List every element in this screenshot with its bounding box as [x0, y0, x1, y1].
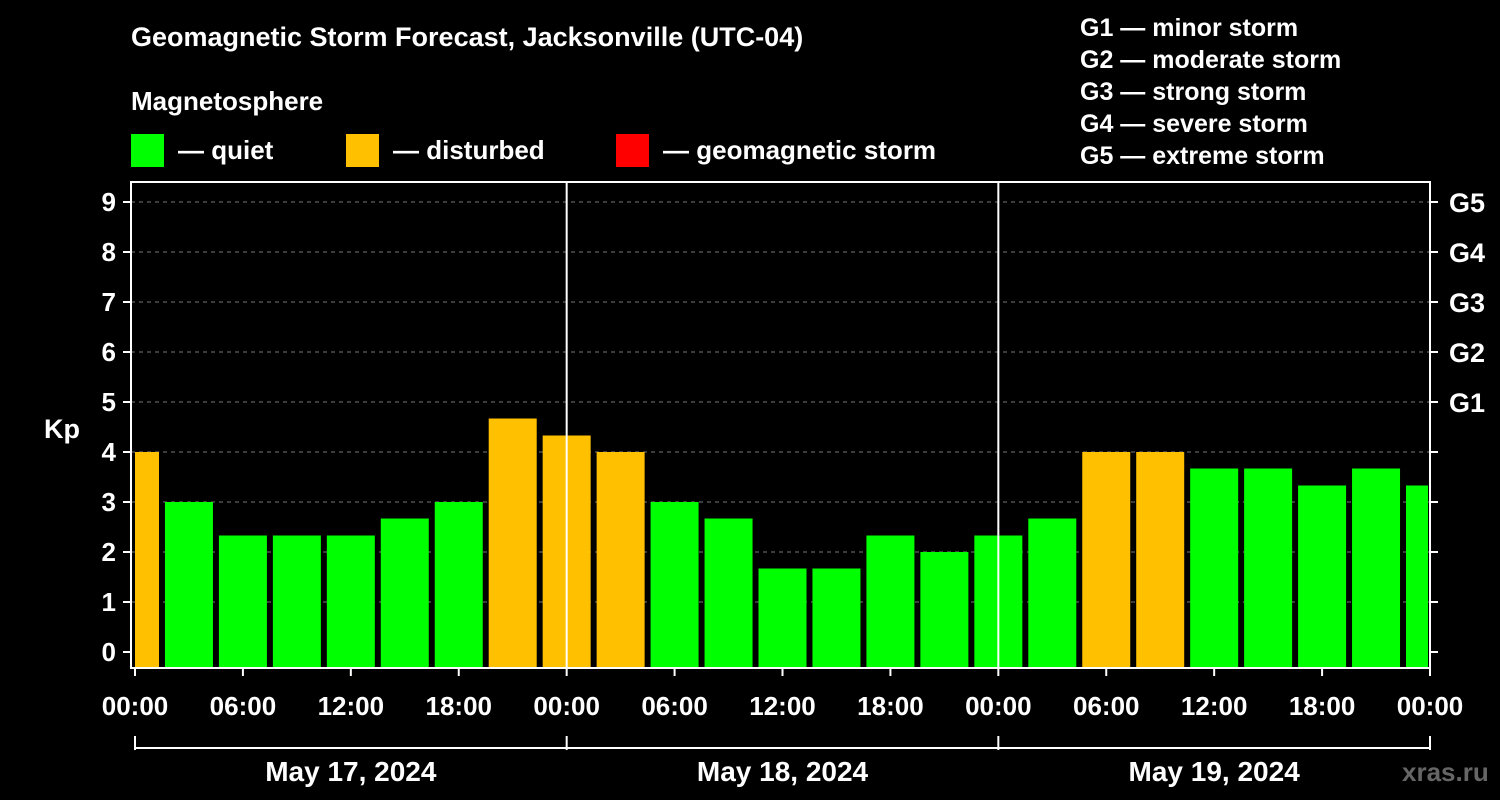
kp-bar — [135, 452, 159, 668]
kp-bar — [1352, 468, 1401, 668]
legend-label-disturbed: — disturbed — [393, 134, 545, 165]
legend-item-disturbed: — disturbed — [346, 133, 545, 167]
kp-bar — [704, 518, 753, 668]
y-tick-label: 0 — [102, 637, 116, 667]
kp-bar — [326, 535, 375, 668]
y-tick-label: 3 — [102, 487, 116, 517]
watermark: xras.ru — [1402, 757, 1489, 787]
g-level-g5: G5 — extreme storm — [1080, 142, 1325, 170]
x-tick-label: 18:00 — [426, 691, 493, 721]
kp-bar — [1136, 452, 1185, 668]
x-tick-label: 18:00 — [1289, 691, 1356, 721]
kp-bar — [218, 535, 267, 668]
kp-bar — [164, 502, 213, 668]
plot-frame — [130, 181, 1431, 669]
kp-bar — [812, 568, 861, 668]
y-tick-label: 2 — [102, 537, 116, 567]
legend-item-quiet: — quiet — [131, 133, 273, 167]
day-label: May 17, 2024 — [265, 756, 437, 787]
x-tick-label: 12:00 — [318, 691, 385, 721]
day-label: May 19, 2024 — [1129, 756, 1301, 787]
y-tick-label: 8 — [102, 237, 116, 267]
chart-subtitle: Magnetosphere — [131, 86, 324, 116]
legend-swatch-disturbed — [346, 133, 379, 167]
g-scale-label: G5 — [1449, 188, 1485, 218]
y-tick-label: 9 — [102, 187, 116, 217]
kp-bar — [434, 502, 483, 668]
chart-title: Geomagnetic Storm Forecast, Jacksonville… — [131, 22, 804, 52]
x-tick-label: 06:00 — [210, 691, 277, 721]
y-tick-label: 5 — [102, 387, 116, 417]
g-scale-label: G3 — [1449, 288, 1485, 318]
y-tick-label: 1 — [102, 587, 116, 617]
y-tick-label: 4 — [102, 437, 117, 467]
y-tick-label: 6 — [102, 337, 116, 367]
kp-bar — [488, 418, 537, 668]
x-tick-label: 00:00 — [102, 691, 169, 721]
legend-label-storm: — geomagnetic storm — [663, 134, 937, 165]
legend-swatch-quiet — [131, 133, 164, 167]
kp-bar — [380, 518, 429, 668]
g-level-g3: G3 — strong storm — [1080, 78, 1307, 106]
x-tick-label: 00:00 — [533, 691, 600, 721]
g-scale-label: G4 — [1449, 238, 1485, 268]
x-tick-label: 12:00 — [749, 691, 816, 721]
x-tick-label: 00:00 — [1397, 691, 1464, 721]
legend-swatch-storm — [616, 133, 649, 167]
kp-bar — [650, 502, 699, 668]
g-scale-label: G2 — [1449, 338, 1485, 368]
kp-bar — [1244, 468, 1293, 668]
legend-item-storm: — geomagnetic storm — [616, 133, 936, 167]
x-tick-label: 18:00 — [857, 691, 924, 721]
kp-bar — [1298, 485, 1347, 668]
day-label: May 18, 2024 — [697, 756, 869, 787]
kp-bar — [866, 535, 915, 668]
kp-bar — [272, 535, 321, 668]
g-level-g1: G1 — minor storm — [1080, 14, 1299, 42]
g-level-g4: G4 — severe storm — [1080, 110, 1308, 138]
x-tick-label: 00:00 — [965, 691, 1032, 721]
legend-label-quiet: — quiet — [178, 134, 274, 165]
x-tick-label: 06:00 — [641, 691, 708, 721]
y-tick-label: 7 — [102, 287, 116, 317]
kp-bar — [1082, 452, 1131, 668]
kp-bar — [1406, 485, 1428, 668]
y-axis-label: Kp — [44, 414, 80, 444]
x-tick-label: 06:00 — [1073, 691, 1140, 721]
g-level-g2: G2 — moderate storm — [1080, 46, 1342, 74]
kp-bar — [1028, 518, 1077, 668]
kp-bar — [758, 568, 807, 668]
kp-bar — [1190, 468, 1239, 668]
g-scale-label: G1 — [1449, 388, 1485, 418]
kp-bar — [920, 552, 969, 668]
kp-bar — [596, 452, 645, 668]
x-tick-label: 12:00 — [1181, 691, 1248, 721]
